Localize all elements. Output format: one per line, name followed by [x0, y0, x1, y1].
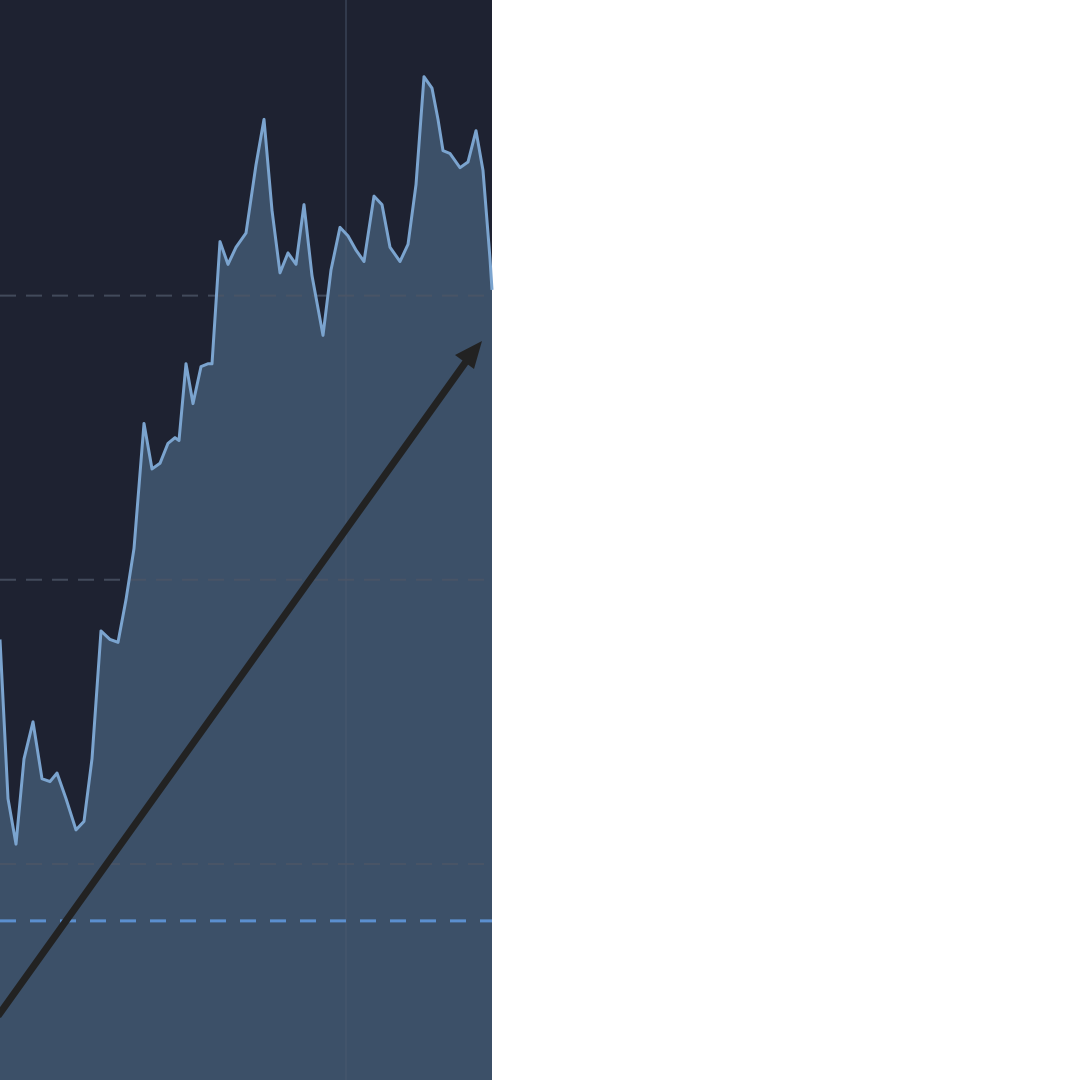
area-fill	[0, 76, 492, 1080]
trend-arrow	[0, 341, 482, 1019]
plot-layer	[0, 0, 494, 1080]
area-line	[0, 75, 494, 846]
arrow-head	[455, 341, 482, 369]
arrow-shaft	[0, 353, 473, 1019]
